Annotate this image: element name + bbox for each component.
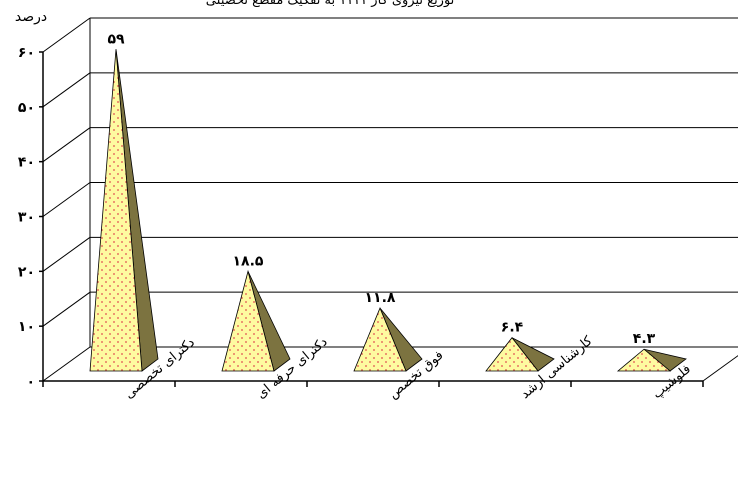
gridline-diagonal [42, 291, 91, 327]
y-tick-label: ۰ [26, 374, 35, 390]
axes [39, 51, 738, 387]
data-label: ۱۱.۸ [365, 290, 396, 306]
data-label: ۱۸.۵ [233, 253, 264, 269]
y-tick-label: ۱۰ [18, 319, 35, 335]
y-tick-label: ۲۰ [18, 264, 35, 280]
floor-edge [702, 355, 738, 382]
y-tick-label: ۴۰ [18, 155, 35, 171]
gridline-diagonal [42, 17, 91, 53]
gridline-diagonal [42, 346, 91, 382]
pyramid-front [616, 348, 672, 372]
gridline-diagonal [42, 236, 91, 272]
data-label: ۴.۳ [633, 331, 656, 347]
y-tick-label: ۳۰ [18, 210, 35, 226]
chart-title: توزیع نیروی کار ۱۱۱۱ به تفکیک مقطع تحصیل… [206, 0, 455, 8]
pyramids [89, 49, 687, 372]
y-axis-label: درصد [15, 9, 47, 25]
pyramid-front [221, 269, 275, 372]
data-label: ۵۹ [107, 31, 125, 47]
pyramid-front [485, 337, 539, 372]
gridline-diagonal [42, 72, 91, 108]
y-tick-label: ۶۰ [18, 45, 35, 61]
gridline-diagonal [42, 182, 91, 217]
data-label: ۶.۴ [501, 320, 524, 336]
gridlines [42, 17, 738, 382]
y-tick-label: ۵۰ [18, 100, 35, 116]
gridline-diagonal [42, 127, 91, 163]
pyramid-front [353, 307, 407, 372]
pyramid-front [89, 49, 143, 372]
